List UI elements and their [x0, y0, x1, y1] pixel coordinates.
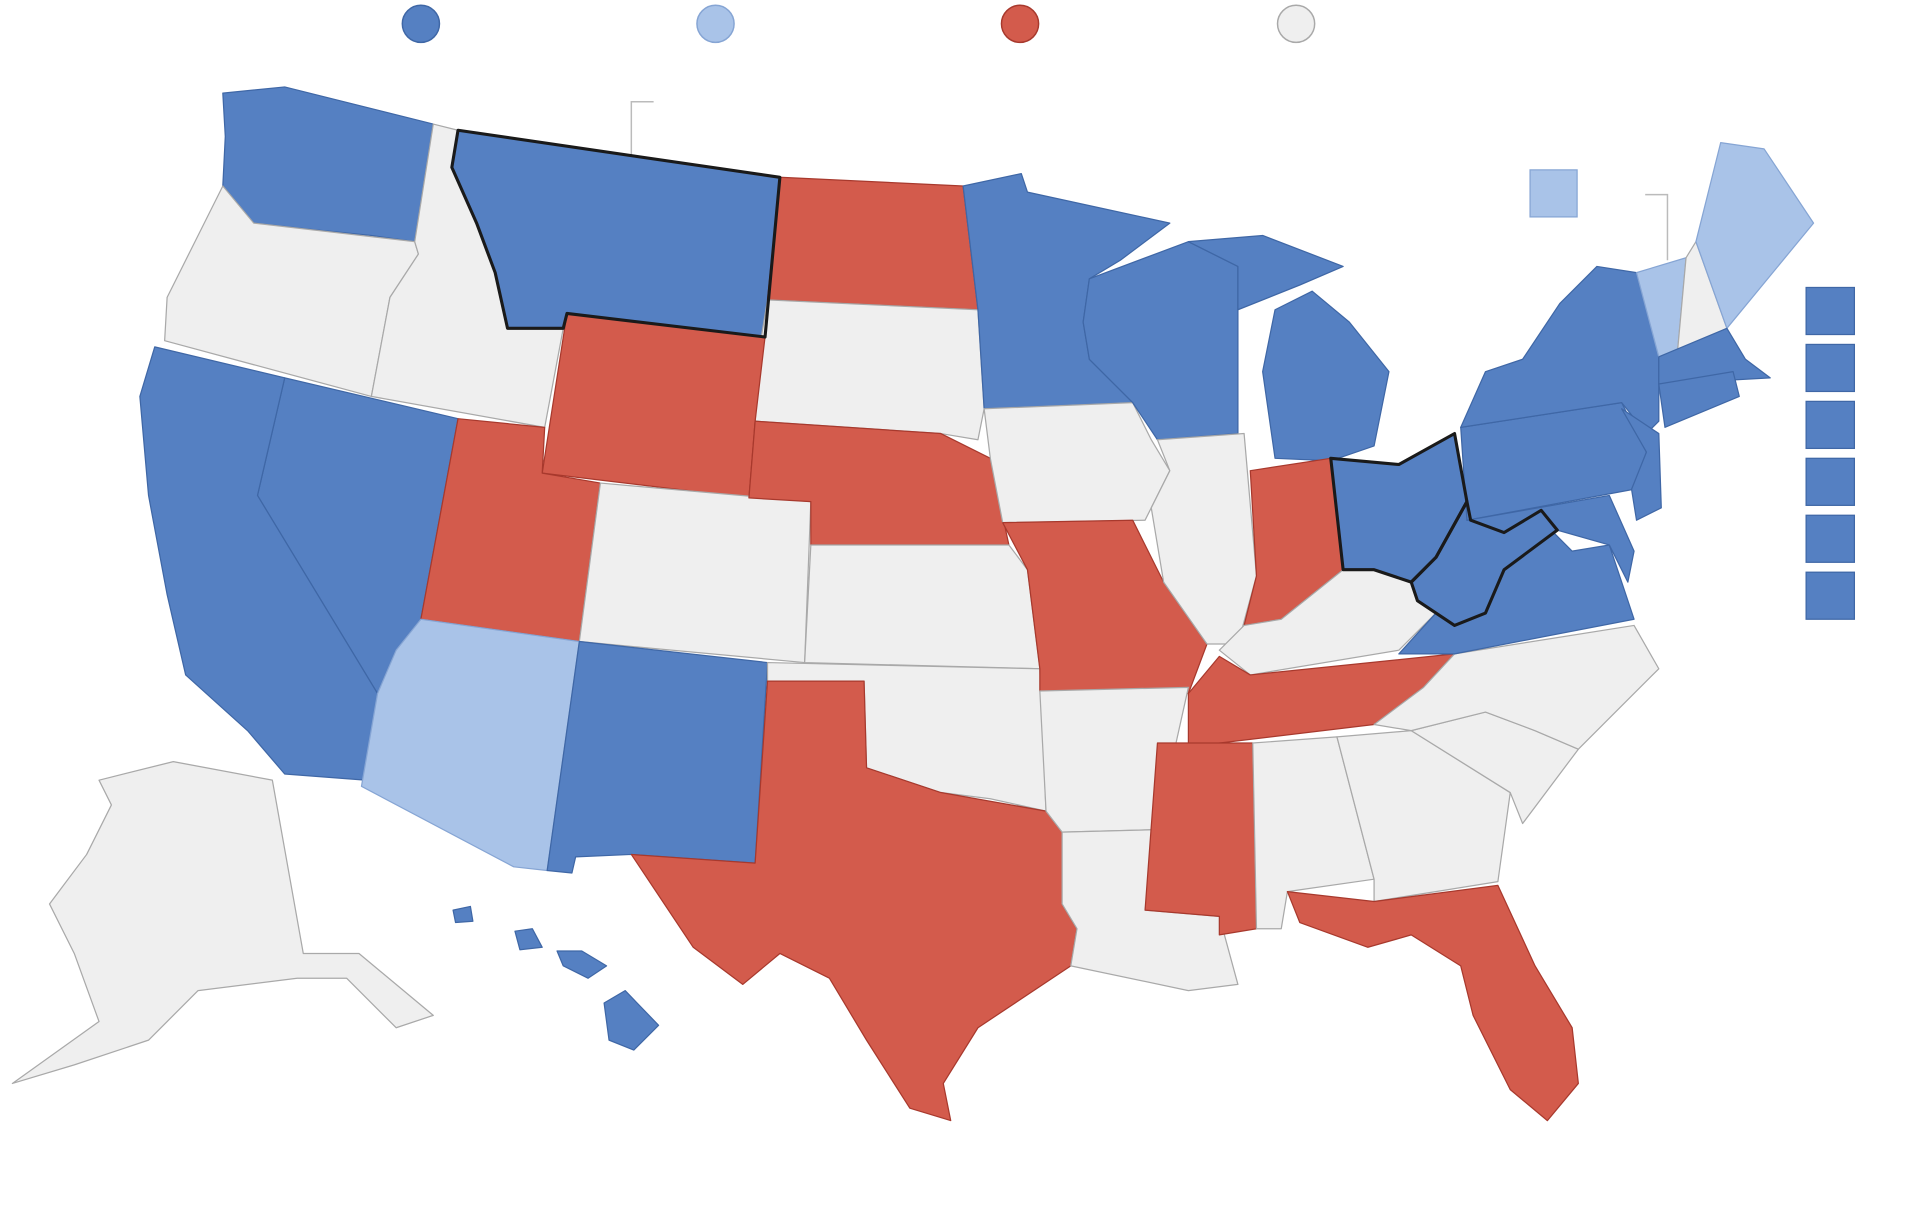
side-box	[1805, 343, 1856, 393]
legend-dot-gray	[1276, 4, 1316, 44]
state-hi[interactable]	[452, 905, 474, 924]
side-box	[1805, 571, 1856, 620]
state-tx[interactable]	[630, 680, 1078, 1122]
leader-line-montana	[630, 101, 654, 159]
state-wy[interactable]	[541, 312, 766, 499]
state-ca[interactable]	[139, 346, 379, 781]
side-box	[1805, 286, 1856, 336]
state-hi[interactable]	[556, 950, 608, 979]
state-il[interactable]	[1150, 432, 1258, 645]
state-ny[interactable]	[1460, 265, 1660, 435]
highlight-outlines	[450, 128, 1559, 627]
legend-dot-dark-blue	[401, 4, 441, 44]
state-wa[interactable]	[222, 86, 434, 243]
state-ks[interactable]	[804, 544, 1041, 670]
side-boxes	[1529, 169, 1856, 620]
state-nm[interactable]	[546, 640, 769, 874]
state-ct[interactable]	[1658, 371, 1740, 428]
state-ak[interactable]	[11, 760, 434, 1085]
state-me[interactable]	[1695, 142, 1815, 329]
states-layer	[11, 86, 1815, 1122]
state-ma[interactable]	[1658, 327, 1771, 385]
side-box	[1805, 514, 1856, 563]
state-fl[interactable]	[1286, 884, 1579, 1122]
state-ms[interactable]	[1144, 742, 1258, 936]
legend-dot-light-blue	[696, 4, 735, 44]
state-mi[interactable]	[1262, 290, 1390, 462]
state-co[interactable]	[578, 482, 812, 664]
side-box	[1805, 457, 1856, 506]
leader-line-vermont	[1645, 193, 1669, 261]
leader-lines	[630, 101, 1669, 261]
state-nd[interactable]	[766, 176, 979, 311]
state-hi[interactable]	[603, 989, 660, 1051]
state-mi[interactable]	[1187, 234, 1344, 311]
highlight-outline-wv	[1409, 500, 1559, 627]
legend-dot-red	[1000, 4, 1040, 44]
state-az[interactable]	[360, 618, 580, 872]
state-sd[interactable]	[754, 299, 985, 441]
side-box-single	[1529, 169, 1578, 218]
state-nj[interactable]	[1621, 408, 1662, 521]
state-hi[interactable]	[514, 928, 543, 951]
state-nc[interactable]	[1373, 624, 1660, 750]
highlight-outline-mt	[450, 128, 782, 339]
side-box	[1805, 400, 1856, 450]
legend	[401, 4, 1316, 44]
state-ia[interactable]	[983, 401, 1171, 524]
